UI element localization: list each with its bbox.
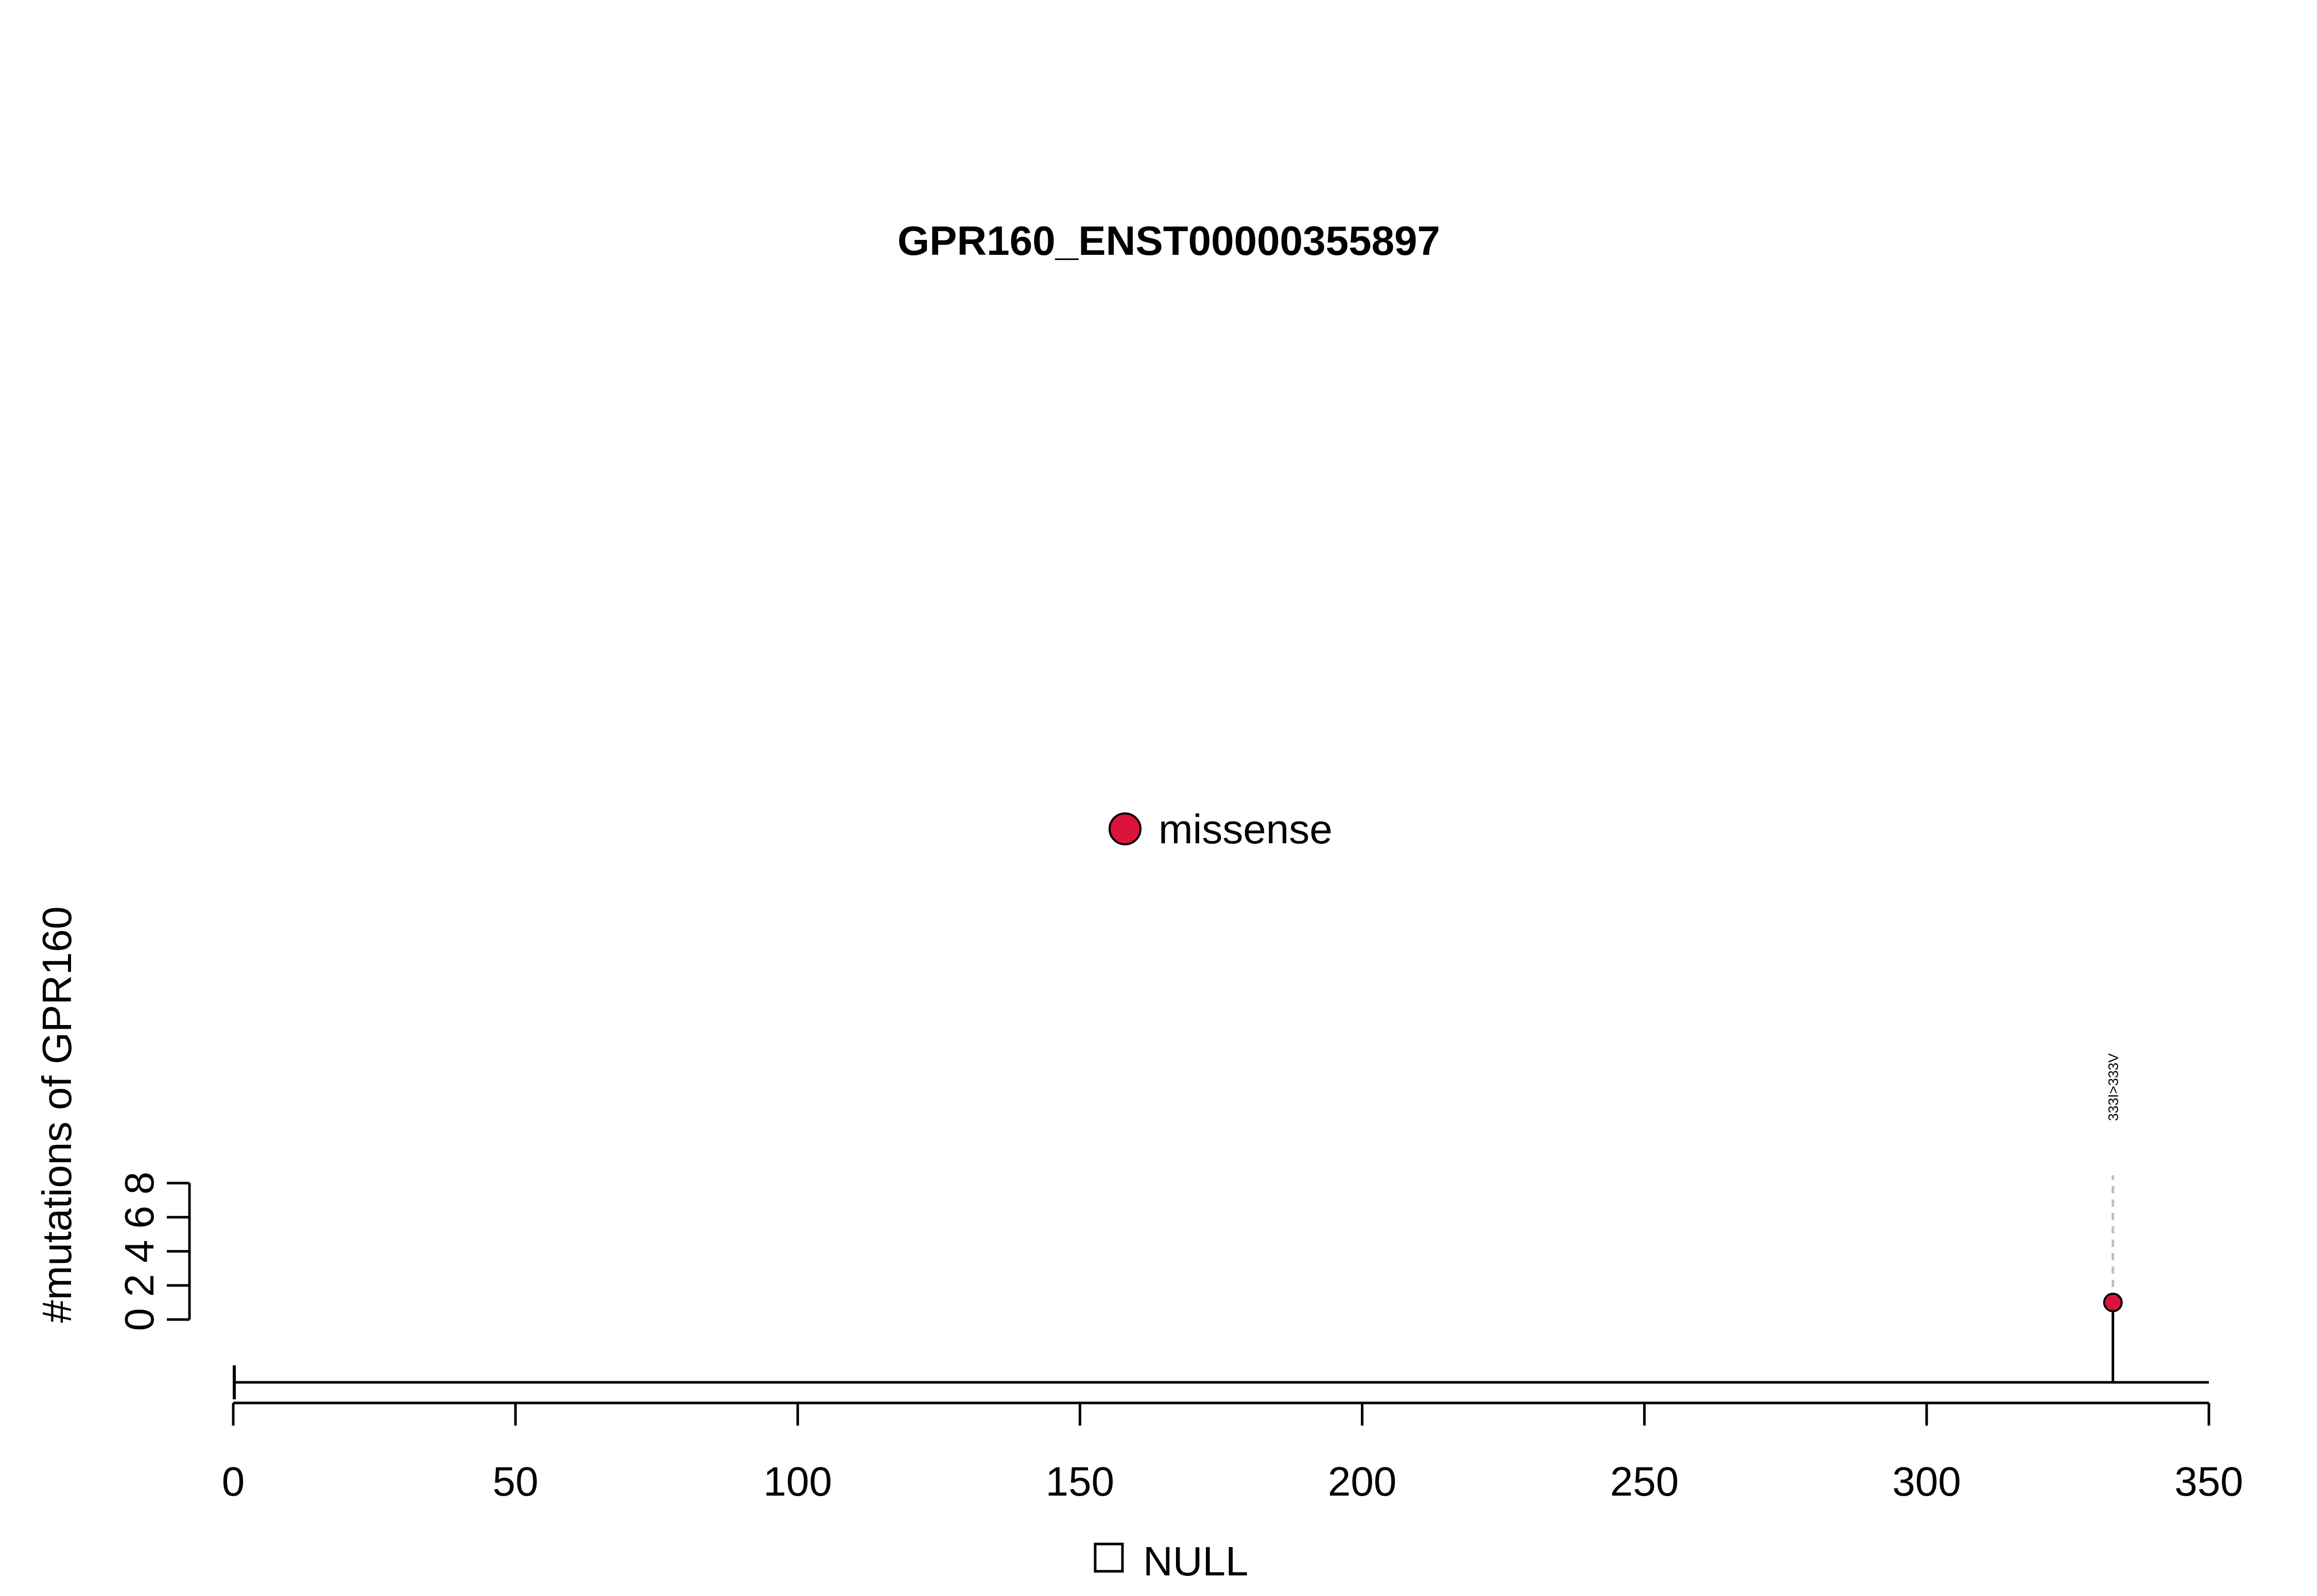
x-tick-label-300: 300: [1892, 1459, 1961, 1504]
mutations-layer: 333I>333V: [2103, 1053, 2123, 1382]
legend-label-missense: missense: [1158, 806, 1333, 852]
y-axis: 0 2 4 6 8: [116, 1172, 191, 1331]
x-tick-label-50: 50: [493, 1459, 539, 1504]
y-tick-label-0: 0: [116, 1308, 162, 1331]
x-tick-label-100: 100: [764, 1459, 832, 1504]
legend-marker-null-domain: [1094, 1542, 1124, 1573]
y-tick-label-4: 4: [116, 1240, 162, 1263]
y-tick-label-2: 2: [116, 1274, 162, 1297]
protein-backbone: [233, 1365, 2209, 1399]
domain-legend: NULL: [1094, 1538, 1249, 1584]
chart-title: GPR160_ENST00000355897: [897, 218, 1440, 264]
x-tick-label-350: 350: [2174, 1459, 2243, 1504]
mutation-marker-0: [2103, 1292, 2123, 1312]
legend-label-null-domain: NULL: [1143, 1538, 1249, 1584]
x-axis: 0 50 100 150 200 250 300 350: [222, 1401, 2243, 1504]
y-tick-label-6: 6: [116, 1206, 162, 1229]
mutation-label-0: 333I>333V: [2106, 1053, 2121, 1121]
x-tick-label-250: 250: [1610, 1459, 1679, 1504]
y-axis-title: #mutations of GPR160: [34, 906, 80, 1323]
x-tick-label-200: 200: [1328, 1459, 1396, 1504]
legend-marker-missense: [1109, 812, 1142, 845]
x-tick-label-150: 150: [1046, 1459, 1114, 1504]
x-tick-label-0: 0: [222, 1459, 245, 1504]
mutation-type-legend: missense: [1109, 806, 1333, 852]
y-tick-label-8: 8: [116, 1172, 162, 1195]
